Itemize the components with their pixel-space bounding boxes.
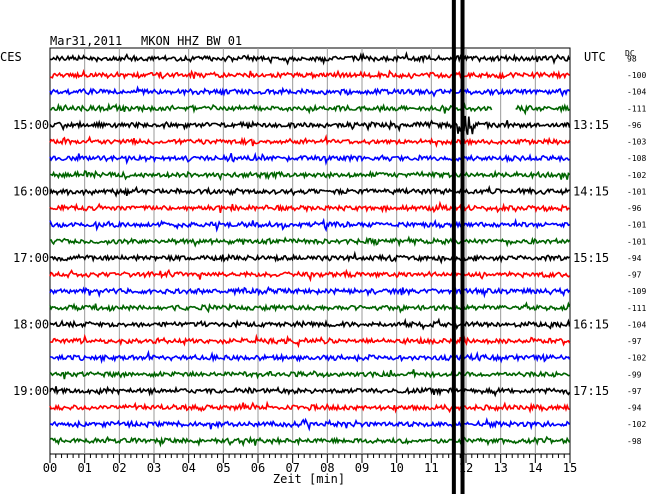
dc-offset-value: -102 bbox=[627, 171, 646, 180]
right-hour-label: 14:15 bbox=[573, 184, 609, 198]
right-timezone-label: UTC bbox=[584, 50, 606, 64]
dc-offset-value: -94 bbox=[627, 404, 642, 413]
hour-labels: 15:00 16:00 17:00 18:00 19:00 13:15 14:15 15:15… bbox=[13, 118, 609, 398]
x-tick-label: 03 bbox=[147, 461, 161, 475]
trace-row-8 bbox=[49, 169, 571, 182]
header: Mar31,2011 MKON HHZ BW 01 CES UTC DC bbox=[0, 34, 635, 64]
trace-row-14 bbox=[49, 268, 571, 283]
dc-offset-value: -96 bbox=[627, 204, 642, 213]
x-tick-label: 12 bbox=[459, 461, 473, 475]
x-tick-label: 05 bbox=[216, 461, 230, 475]
dc-offset-labels: 98 -100 -104 -111 -96 -103 -108 -102 -101 -96 -101… bbox=[627, 55, 646, 446]
dc-offset-value: -111 bbox=[627, 104, 646, 113]
trace-row-11 bbox=[49, 217, 570, 233]
left-hour-label: 17:00 bbox=[13, 251, 49, 265]
dc-offset-value: -98 bbox=[627, 437, 642, 446]
dc-offset-value: -101 bbox=[627, 237, 646, 246]
x-tick-label: 13 bbox=[493, 461, 507, 475]
recording-date: Mar31,2011 bbox=[50, 34, 122, 48]
trace-row-3 bbox=[49, 85, 571, 98]
trace-row-16 bbox=[49, 301, 571, 314]
dc-offset-value: -99 bbox=[627, 370, 642, 379]
trace-row-2 bbox=[49, 68, 571, 81]
trace-row-1 bbox=[49, 50, 571, 66]
dc-offset-value: -102 bbox=[627, 354, 646, 363]
trace-row-13 bbox=[49, 250, 571, 265]
dc-offset-value: -102 bbox=[627, 420, 646, 429]
trace-row-7 bbox=[49, 151, 570, 166]
x-tick-label: 04 bbox=[181, 461, 195, 475]
dc-header-label: DC bbox=[625, 49, 635, 58]
x-tick-label: 02 bbox=[112, 461, 126, 475]
seismic-traces bbox=[49, 50, 571, 448]
x-tick-label: 07 bbox=[285, 461, 299, 475]
event-markers bbox=[451, 0, 465, 494]
dc-offset-value: -103 bbox=[627, 138, 646, 147]
left-hour-label: 18:00 bbox=[13, 317, 49, 331]
dc-offset-value: -104 bbox=[627, 88, 646, 97]
dc-offset-value: -94 bbox=[627, 254, 642, 263]
trace-row-5 bbox=[49, 115, 571, 135]
dc-offset-value: -97 bbox=[627, 387, 642, 396]
trace-row-21 bbox=[49, 385, 571, 398]
trace-row-17 bbox=[49, 317, 571, 331]
dc-offset-value: -101 bbox=[627, 221, 646, 230]
right-hour-label: 17:15 bbox=[573, 384, 609, 398]
x-tick-label: 00 bbox=[43, 461, 57, 475]
left-hour-label: 16:00 bbox=[13, 184, 49, 198]
x-tick-label: 11 bbox=[424, 461, 438, 475]
dc-offset-value: -97 bbox=[627, 337, 642, 346]
right-hour-label: 15:15 bbox=[573, 251, 609, 265]
x-axis: 00 01 02 03 04 05 06 07 08 09 10 11 12 13 14 15 bbox=[43, 454, 577, 475]
dc-offset-value: -101 bbox=[627, 187, 646, 196]
dc-offset-value: -108 bbox=[627, 154, 646, 163]
x-tick-label: 01 bbox=[77, 461, 91, 475]
dc-offset-value: -104 bbox=[627, 320, 646, 329]
dc-offset-value: -109 bbox=[627, 287, 646, 296]
x-tick-label: 10 bbox=[389, 461, 403, 475]
trace-row-19 bbox=[49, 349, 571, 365]
trace-row-10 bbox=[49, 200, 570, 216]
dc-offset-value: -111 bbox=[627, 304, 646, 313]
x-tick-label: 14 bbox=[528, 461, 542, 475]
trace-row-23 bbox=[49, 416, 571, 432]
dc-offset-value: 98 bbox=[627, 55, 637, 64]
x-tick-label: 15 bbox=[563, 461, 577, 475]
right-hour-label: 16:15 bbox=[573, 317, 609, 331]
left-timezone-label: CES bbox=[0, 50, 22, 64]
right-hour-label: 13:15 bbox=[573, 118, 609, 132]
time-grid bbox=[49, 47, 571, 455]
dc-offset-value: -96 bbox=[627, 121, 642, 130]
x-axis-title: Zeit [min] bbox=[273, 472, 345, 486]
x-tick-label: 08 bbox=[320, 461, 334, 475]
dc-offset-value: -100 bbox=[627, 71, 646, 80]
trace-row-22 bbox=[49, 400, 570, 414]
x-tick-label: 06 bbox=[251, 461, 265, 475]
dc-offset-value: -97 bbox=[627, 271, 642, 280]
trace-row-4 bbox=[50, 102, 570, 116]
x-tick-label: 09 bbox=[355, 461, 369, 475]
trace-row-12 bbox=[49, 235, 571, 248]
trace-row-9 bbox=[49, 184, 570, 198]
left-hour-label: 19:00 bbox=[13, 384, 49, 398]
trace-row-15 bbox=[49, 285, 571, 299]
trace-row-20 bbox=[49, 369, 570, 380]
trace-row-24 bbox=[49, 435, 571, 448]
trace-row-6 bbox=[49, 133, 571, 149]
station-code: MKON HHZ BW 01 bbox=[141, 34, 242, 48]
left-hour-label: 15:00 bbox=[13, 118, 49, 132]
trace-row-18 bbox=[49, 333, 571, 349]
